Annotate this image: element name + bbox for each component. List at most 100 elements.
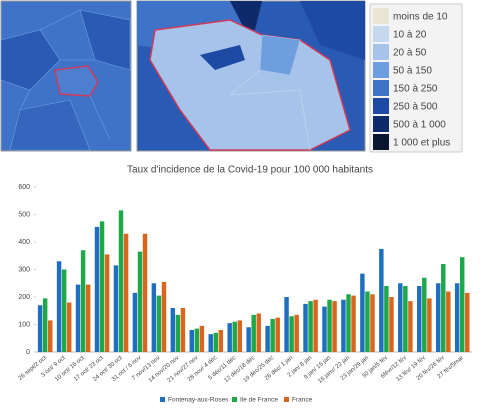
legend-swatch bbox=[373, 44, 389, 60]
bar bbox=[256, 313, 261, 352]
bar bbox=[294, 314, 299, 352]
y-tick-label: 500 bbox=[18, 211, 30, 218]
legend-label: 1 000 et plus bbox=[393, 138, 450, 149]
bar bbox=[446, 291, 451, 352]
y-tick-label: 200 bbox=[18, 294, 30, 301]
y-tick-label: 300 bbox=[18, 266, 30, 273]
bar bbox=[227, 323, 232, 352]
bar bbox=[232, 321, 237, 352]
bar bbox=[170, 308, 176, 352]
legend-swatch bbox=[284, 397, 289, 402]
bar bbox=[56, 261, 62, 352]
legend-label: 10 à 20 bbox=[393, 30, 427, 41]
bar bbox=[80, 250, 86, 352]
bar bbox=[275, 317, 280, 352]
legend-swatch bbox=[373, 8, 389, 24]
bar bbox=[370, 294, 375, 352]
bar bbox=[454, 283, 460, 352]
bar bbox=[408, 301, 413, 352]
bar bbox=[360, 273, 365, 352]
bar bbox=[175, 314, 181, 352]
legend-label: 500 à 1 000 bbox=[393, 120, 446, 131]
bar bbox=[85, 284, 91, 352]
bar bbox=[427, 298, 432, 352]
legend-swatch bbox=[373, 80, 389, 96]
legend-label: 50 à 150 bbox=[393, 66, 432, 77]
bar bbox=[61, 269, 67, 352]
bar bbox=[398, 283, 403, 352]
bar bbox=[313, 299, 318, 352]
legend-swatch bbox=[373, 116, 389, 132]
bar bbox=[199, 325, 205, 352]
bar bbox=[180, 308, 186, 352]
bar bbox=[459, 257, 465, 352]
bar bbox=[379, 248, 384, 352]
bar bbox=[48, 320, 53, 352]
bar bbox=[161, 281, 167, 352]
bar bbox=[118, 210, 124, 352]
bar bbox=[303, 303, 308, 352]
bar bbox=[346, 294, 351, 352]
legend-swatch bbox=[373, 134, 389, 150]
bar bbox=[142, 233, 148, 352]
legend-swatch bbox=[373, 98, 389, 114]
bar bbox=[99, 221, 105, 352]
bar bbox=[156, 295, 162, 352]
bar bbox=[265, 325, 270, 352]
bar bbox=[422, 277, 427, 352]
legend-label: Fontenay-aux-Roses bbox=[168, 397, 229, 404]
bar bbox=[284, 297, 289, 352]
bar bbox=[137, 251, 143, 352]
legend-label: 20 à 50 bbox=[393, 48, 427, 59]
bar bbox=[270, 319, 275, 352]
bar bbox=[384, 286, 389, 352]
map-legend: moins de 10 10 à 20 20 à 50 50 à 150 150 à 2… bbox=[369, 3, 463, 153]
bar bbox=[151, 283, 157, 352]
bar bbox=[403, 286, 408, 352]
map-zoom bbox=[136, 0, 366, 152]
bar bbox=[237, 320, 243, 352]
bar bbox=[465, 292, 470, 352]
legend-swatch bbox=[232, 397, 237, 402]
bar bbox=[341, 299, 346, 352]
bar bbox=[213, 332, 219, 352]
bar bbox=[94, 226, 100, 352]
bar bbox=[417, 286, 422, 352]
bar bbox=[351, 295, 356, 352]
y-tick-label: 100 bbox=[18, 321, 30, 328]
bar bbox=[66, 302, 72, 352]
legend-label: 250 à 500 bbox=[393, 102, 438, 113]
bar bbox=[208, 334, 213, 352]
legend-label: Ile de France bbox=[240, 397, 278, 404]
bar bbox=[75, 284, 81, 352]
y-tick-label: 0 bbox=[26, 349, 30, 356]
map-left bbox=[0, 0, 132, 152]
legend-label: moins de 10 bbox=[393, 12, 448, 23]
bar bbox=[251, 314, 256, 352]
bar bbox=[42, 298, 48, 352]
bar bbox=[194, 328, 200, 352]
y-tick-label: 600 bbox=[18, 184, 30, 191]
bar bbox=[246, 327, 251, 352]
bar bbox=[441, 264, 446, 352]
bar bbox=[289, 316, 294, 352]
bar bbox=[435, 283, 441, 352]
bar bbox=[123, 233, 129, 352]
bar bbox=[322, 306, 327, 352]
legend-label: France bbox=[292, 397, 313, 404]
bar bbox=[104, 254, 110, 352]
chart-title: Taux d'incidence de la Covid-19 pour 100… bbox=[127, 165, 373, 176]
bar bbox=[389, 297, 394, 352]
bar bbox=[37, 305, 43, 352]
bar bbox=[327, 299, 332, 352]
bar bbox=[189, 330, 195, 352]
bar bbox=[332, 301, 337, 352]
bar bbox=[308, 301, 313, 352]
bar bbox=[218, 330, 224, 352]
legend-label: 150 à 250 bbox=[393, 84, 438, 95]
legend-swatch bbox=[160, 397, 165, 402]
bar bbox=[365, 291, 370, 352]
bar bbox=[132, 292, 138, 352]
legend-swatch bbox=[373, 26, 389, 42]
